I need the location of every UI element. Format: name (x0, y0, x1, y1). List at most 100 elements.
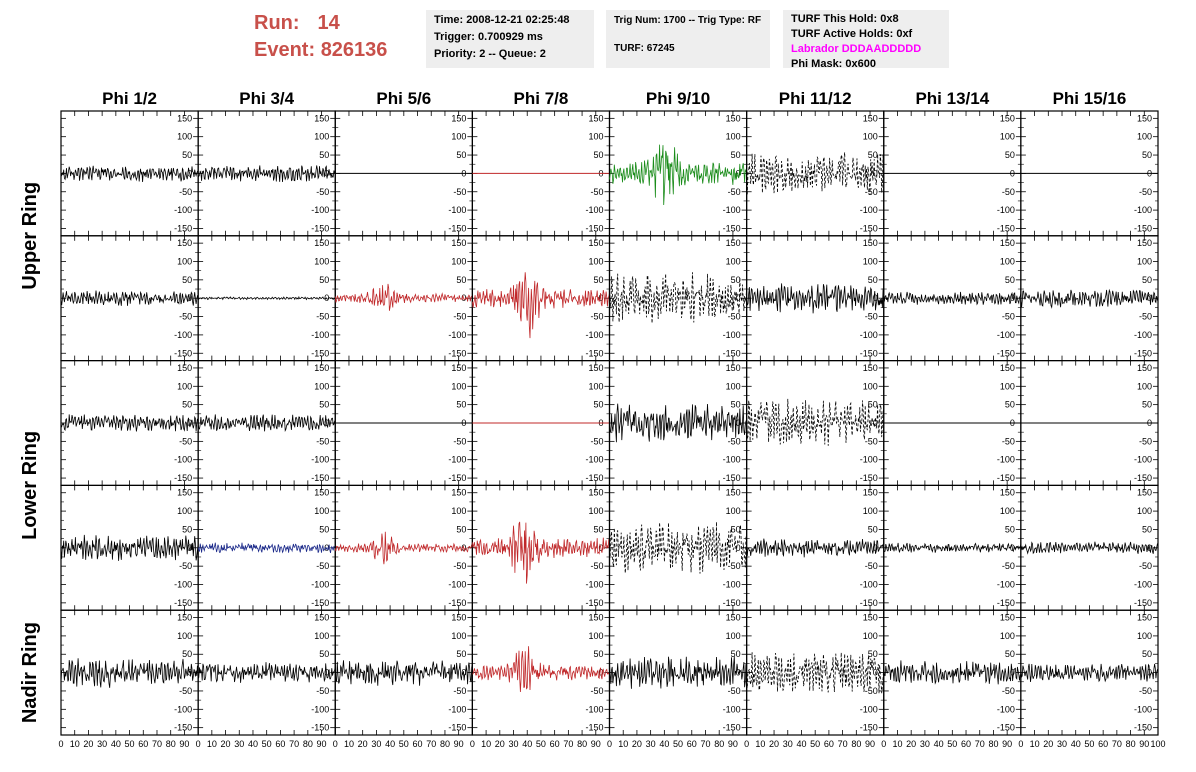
y-tick-label: -100 (723, 455, 741, 465)
y-tick-label: 50 (1142, 275, 1152, 285)
y-tick-label: -50 (1002, 561, 1015, 571)
y-tick-label: 100 (863, 256, 878, 266)
waveform-line (609, 272, 747, 324)
y-tick-label: 50 (319, 150, 329, 160)
trigger-text: Trigger: 0.700929 ms (434, 31, 543, 43)
y-tick-label: -100 (311, 704, 329, 714)
waveform-line (197, 414, 336, 433)
y-tick-label: 50 (731, 275, 741, 285)
column-header-4: Phi 7/8 (514, 89, 569, 108)
y-tick-label: 50 (868, 400, 878, 410)
y-tick-label: -100 (1134, 205, 1152, 215)
y-tick-label: 50 (182, 275, 192, 285)
y-tick-label: 100 (451, 631, 466, 641)
y-tick-label: 100 (1137, 631, 1152, 641)
y-tick-label: 150 (451, 613, 466, 623)
x-tick-label: 80 (851, 739, 861, 749)
y-tick-label: -50 (453, 312, 466, 322)
y-tick-label: -50 (728, 561, 741, 571)
y-tick-label: -100 (723, 704, 741, 714)
y-tick-label: 150 (451, 113, 466, 123)
y-tick-label: 100 (177, 132, 192, 142)
y-tick-label: -100 (860, 704, 878, 714)
y-tick-label: -150 (723, 598, 741, 608)
x-tick-label: 80 (988, 739, 998, 749)
run-label: Run: (254, 12, 300, 34)
y-tick-label: -100 (997, 205, 1015, 215)
x-tick-label: 60 (824, 739, 834, 749)
y-tick-label: 100 (1000, 132, 1015, 142)
waveform-line (60, 658, 199, 688)
y-tick-label: 100 (1000, 256, 1015, 266)
y-tick-label: -100 (723, 580, 741, 590)
y-tick-label: 150 (863, 488, 878, 498)
y-tick-label: -150 (997, 348, 1015, 358)
y-tick-label: -150 (448, 598, 466, 608)
y-tick-label: 100 (726, 132, 741, 142)
y-tick-label: 50 (731, 524, 741, 534)
y-tick-label: 100 (588, 256, 603, 266)
y-tick-label: -50 (865, 686, 878, 696)
y-tick-label: 150 (1137, 363, 1152, 373)
x-tick-label: 50 (399, 739, 409, 749)
y-tick-label: -150 (860, 473, 878, 483)
x-tick-label: 20 (632, 739, 642, 749)
waveform-line (472, 521, 610, 584)
x-tick-label: 0 (607, 739, 612, 749)
y-tick-label: -150 (1134, 473, 1152, 483)
y-tick-label: 100 (726, 631, 741, 641)
run-event-header: Run: 14 Event: 826136 (254, 10, 387, 64)
y-tick-label: -50 (316, 312, 329, 322)
y-tick-label: -100 (997, 580, 1015, 590)
y-tick-label: -50 (179, 436, 192, 446)
y-tick-label: -150 (174, 473, 192, 483)
waveform-panel-r4-c5: 150 100 50 0 -50 -100 -150 (608, 484, 748, 611)
x-tick-label: 10 (892, 739, 902, 749)
x-tick-label: 100 (1150, 739, 1165, 749)
x-tick-label: 30 (371, 739, 381, 749)
column-header-8: Phi 15/16 (1053, 89, 1127, 108)
y-tick-label: 100 (863, 381, 878, 391)
y-tick-label: -150 (723, 723, 741, 733)
y-tick-label: -150 (585, 723, 603, 733)
y-tick-label: -100 (448, 704, 466, 714)
waveform-line (197, 165, 336, 183)
x-tick-label: 40 (659, 739, 669, 749)
y-tick-label: -100 (1134, 580, 1152, 590)
y-tick-label: 150 (451, 238, 466, 248)
y-tick-label: 100 (726, 256, 741, 266)
y-tick-label: -150 (311, 598, 329, 608)
y-tick-label: 100 (863, 631, 878, 641)
phi-mask-text: Phi Mask: 0x600 (791, 58, 876, 70)
y-tick-label: -100 (860, 580, 878, 590)
waveform-panel-r2-c8: 150 100 50 0 -50 -100 -150 (1020, 235, 1159, 362)
x-tick-label: 70 (975, 739, 985, 749)
y-tick-label: 150 (1000, 488, 1015, 498)
y-tick-label: -50 (453, 187, 466, 197)
y-tick-label: 150 (1000, 363, 1015, 373)
waveform-line (472, 646, 610, 693)
waveform-line (60, 290, 199, 306)
y-tick-label: -100 (311, 580, 329, 590)
waveform-line (334, 283, 473, 311)
y-tick-label: -150 (311, 473, 329, 483)
x-tick-label: 0 (196, 739, 201, 749)
x-tick-label: 40 (522, 739, 532, 749)
y-tick-label: -150 (997, 598, 1015, 608)
y-tick-label: 150 (177, 238, 192, 248)
y-tick-label: -50 (865, 561, 878, 571)
x-tick-label: 90 (1002, 739, 1012, 749)
y-tick-label: 0 (736, 543, 741, 553)
trig-num-text: Trig Num: 1700 -- Trig Type: RF (614, 15, 762, 26)
y-tick-label: 100 (314, 381, 329, 391)
x-tick-label: 30 (1057, 739, 1067, 749)
